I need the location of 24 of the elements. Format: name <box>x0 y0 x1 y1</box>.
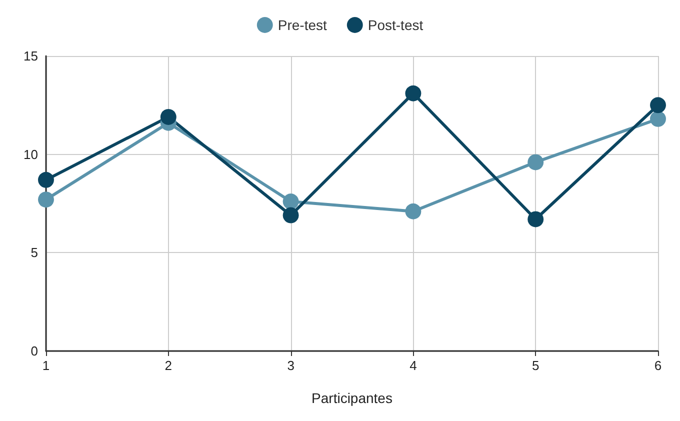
x-tick-label: 2 <box>164 358 172 373</box>
point <box>160 108 176 125</box>
y-tick-label: 0 <box>30 344 38 358</box>
x-tick-label: 3 <box>287 358 294 373</box>
point <box>282 194 299 210</box>
legend-label: Post-test <box>368 17 424 33</box>
x-axis-title: Participantes <box>312 390 392 406</box>
point <box>282 207 299 224</box>
point <box>528 211 544 228</box>
y-tick-label: 10 <box>24 146 38 162</box>
y-tick-label: 5 <box>30 245 38 260</box>
y-tick-label: 15 <box>24 48 38 64</box>
point <box>650 97 666 114</box>
point <box>38 172 54 188</box>
point <box>405 203 422 220</box>
point <box>650 110 666 127</box>
x-tick-label: 5 <box>532 358 540 373</box>
point <box>528 154 544 170</box>
x-tick-label: 6 <box>654 358 662 373</box>
x-tick-label: 4 <box>410 358 417 373</box>
x-tick-label: 1 <box>42 358 50 373</box>
legend-label: Pre-test <box>278 17 327 33</box>
point <box>405 85 422 102</box>
point <box>38 192 54 208</box>
